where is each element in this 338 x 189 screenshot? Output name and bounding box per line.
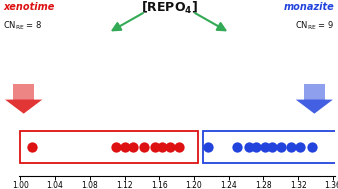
Text: xenotime: xenotime [3,2,55,12]
Point [113,146,119,149]
Point [205,146,211,149]
Point [297,146,303,149]
Text: monazite: monazite [284,2,335,12]
Point [152,146,158,149]
Point [130,146,136,149]
Point [289,146,294,149]
Text: $\mathdefault{CN_{RE}}$ = 9: $\mathdefault{CN_{RE}}$ = 9 [295,20,335,33]
Polygon shape [304,84,325,100]
Polygon shape [5,100,42,114]
Point [278,146,284,149]
Bar [20,132,198,163]
Point [254,146,259,149]
Point [176,146,182,149]
Point [159,146,165,149]
Point [309,146,315,149]
Text: $\mathbf{[REPO_4]}$: $\mathbf{[REPO_4]}$ [141,0,197,16]
Point [269,146,275,149]
Point [167,146,172,149]
Point [235,146,240,149]
Text: $\mathdefault{CN_{RE}}$ = 8: $\mathdefault{CN_{RE}}$ = 8 [3,20,43,33]
Point [142,146,147,149]
Bar [203,132,337,163]
Point [246,146,251,149]
Point [29,146,34,149]
Polygon shape [13,84,34,100]
Point [263,146,268,149]
Polygon shape [296,100,333,114]
Point [122,146,127,149]
